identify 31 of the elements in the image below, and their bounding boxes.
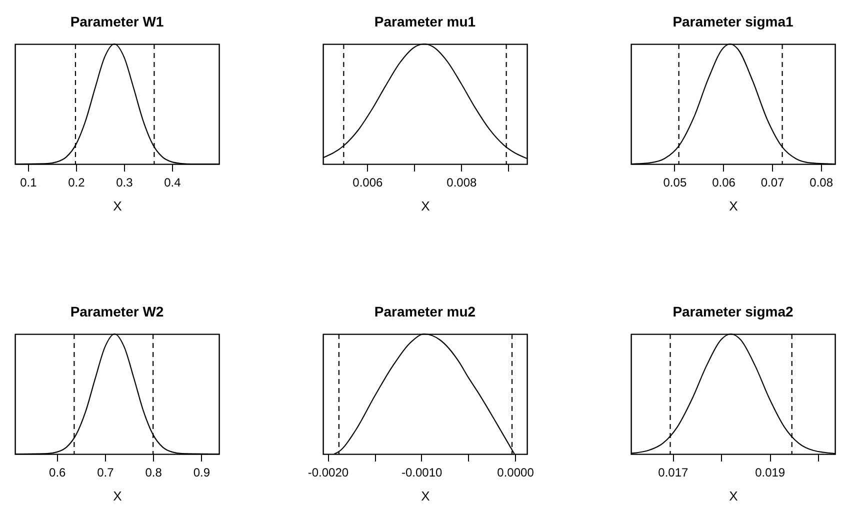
x-tick-label: 0.8 — [145, 466, 162, 480]
x-tick-label: -0.0010 — [401, 466, 443, 480]
x-axis-title: X — [729, 488, 738, 504]
x-tick-label: 0.008 — [446, 176, 478, 190]
x-axis-title: X — [113, 198, 122, 214]
x-tick-label: 0.006 — [352, 176, 384, 190]
x-tick-label: 0.07 — [760, 176, 785, 190]
x-tick-label: 0.017 — [658, 466, 689, 480]
x-tick-label: -0.0020 — [308, 466, 349, 480]
chart-title: Parameter W1 — [70, 13, 164, 30]
chart-title: Parameter W2 — [70, 303, 164, 320]
chart-title: Parameter mu1 — [374, 13, 476, 30]
x-tick-label: 0.06 — [712, 176, 736, 190]
x-axis-title: X — [421, 488, 430, 504]
chart-title: Parameter sigma2 — [672, 303, 794, 320]
x-axis-title: X — [421, 198, 430, 214]
x-axis-title: X — [113, 488, 122, 504]
x-tick-label: 0.1 — [20, 176, 38, 190]
x-tick-label: 0.0000 — [497, 466, 534, 480]
x-tick-label: 0.4 — [164, 176, 182, 190]
chart-title: Parameter sigma1 — [672, 13, 794, 30]
x-tick-label: 0.019 — [755, 466, 786, 480]
x-tick-label: 0.05 — [663, 176, 687, 190]
x-tick-label: 0.3 — [116, 176, 134, 190]
x-tick-label: 0.6 — [49, 466, 66, 480]
x-tick-label: 0.7 — [97, 466, 114, 480]
x-axis-title: X — [729, 198, 738, 214]
x-tick-label: 0.2 — [68, 176, 86, 190]
chart-title: Parameter mu2 — [374, 303, 476, 320]
x-tick-label: 0.08 — [810, 176, 834, 190]
x-tick-label: 0.9 — [193, 466, 210, 480]
